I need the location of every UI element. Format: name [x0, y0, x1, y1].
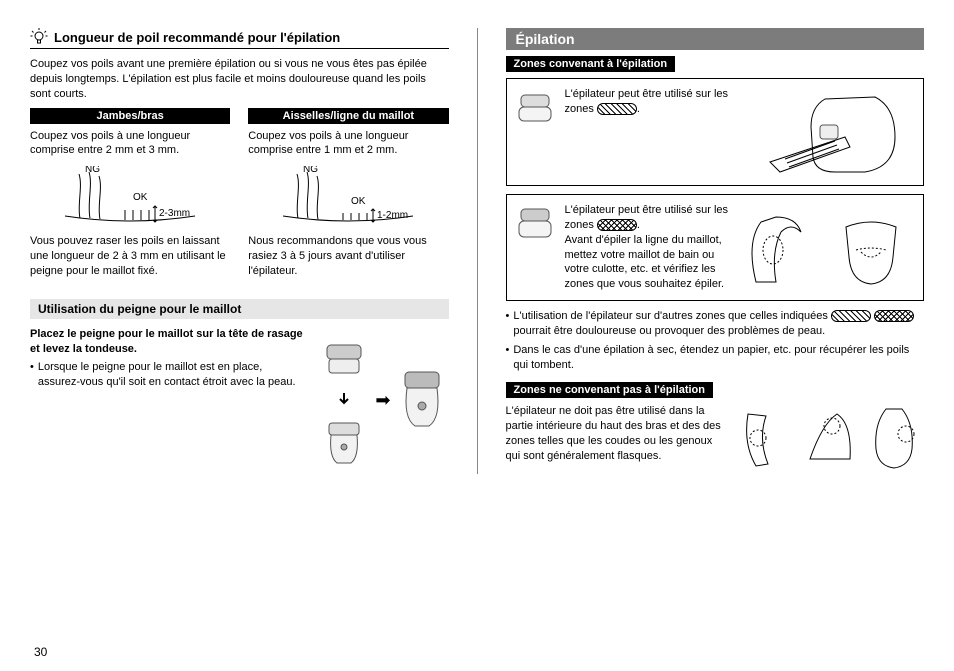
left-title-text: Longueur de poil recommandé pour l'épila…	[54, 30, 340, 45]
range-label-1: 2-3mm	[159, 208, 190, 219]
lightbulb-icon	[30, 28, 48, 46]
zone-box-1: L'épilateur peut être utilisé sur les zo…	[506, 78, 925, 186]
unsuitable-label: Zones ne convenant pas à l'épilation	[506, 382, 714, 398]
sub2-p1: Coupez vos poils à une longueur comprise…	[248, 129, 448, 159]
zone2-illustration	[741, 203, 915, 292]
zone-box-2: L'épilateur peut être utilisé sur les zo…	[506, 194, 925, 301]
zone1-illustration	[765, 87, 915, 177]
zone2a-text: L'épilateur peut être utilisé sur les zo…	[565, 204, 729, 231]
sub1-p2: Vous pouvez raser les poils en laissant …	[30, 234, 230, 279]
hatch-inline-b	[874, 310, 914, 322]
note-1: L'utilisation de l'épilateur sur d'autre…	[506, 309, 925, 339]
svg-text:OK: OK	[351, 196, 366, 207]
svg-text:NG: NG	[303, 166, 318, 175]
unsuitable-illustrations	[738, 404, 924, 472]
svg-text:1-2mm: 1-2mm	[377, 210, 408, 221]
sub2-p2: Nous recommandons que vous vous rasiez 3…	[248, 234, 448, 279]
zone1-text: L'épilateur peut être utilisé sur les zo…	[565, 88, 729, 115]
left-intro: Coupez vos poils avant une première épil…	[30, 57, 449, 102]
ng-label-1: NG	[85, 166, 100, 175]
ok-label-1: OK	[133, 192, 148, 203]
page-number: 30	[34, 645, 47, 659]
hatch-inline-a	[831, 310, 871, 322]
column-divider	[477, 28, 478, 474]
note-2: Dans le cas d'une épilation à sec, étend…	[506, 343, 925, 373]
arrow-icon: ➡	[375, 390, 390, 411]
hatch-pattern-a	[597, 103, 637, 115]
left-section-title: Longueur de poil recommandé pour l'épila…	[30, 28, 449, 49]
sub1-p1: Coupez vos poils à une longueur comprise…	[30, 129, 230, 159]
sub2-label: Aisselles/ligne du maillot	[248, 108, 448, 124]
sub1-label: Jambes/bras	[30, 108, 230, 124]
zone2b-text: Avant d'épiler la ligne du maillot, mett…	[565, 234, 725, 291]
hair-diagram-1: NG OK 2-3mm	[30, 166, 230, 226]
comb-label: Utilisation du peigne pour le maillot	[30, 299, 449, 319]
hair-diagram-2: NG OK 1-2mm	[248, 166, 448, 226]
epilator-head-icon-2	[515, 203, 555, 243]
comb-bullet: Lorsque le peigne pour le maillot est en…	[30, 360, 307, 390]
epilator-head-icon	[515, 87, 555, 127]
hatch-pattern-b	[597, 219, 637, 231]
unsuitable-text: L'épilateur ne doit pas être utilisé dan…	[506, 404, 729, 472]
comb-lead: Placez le peigne pour le maillot sur la …	[30, 327, 307, 357]
right-title: Épilation	[506, 28, 925, 50]
zones-label: Zones convenant à l'épilation	[506, 56, 676, 72]
device-illustration: ➡	[317, 327, 448, 474]
